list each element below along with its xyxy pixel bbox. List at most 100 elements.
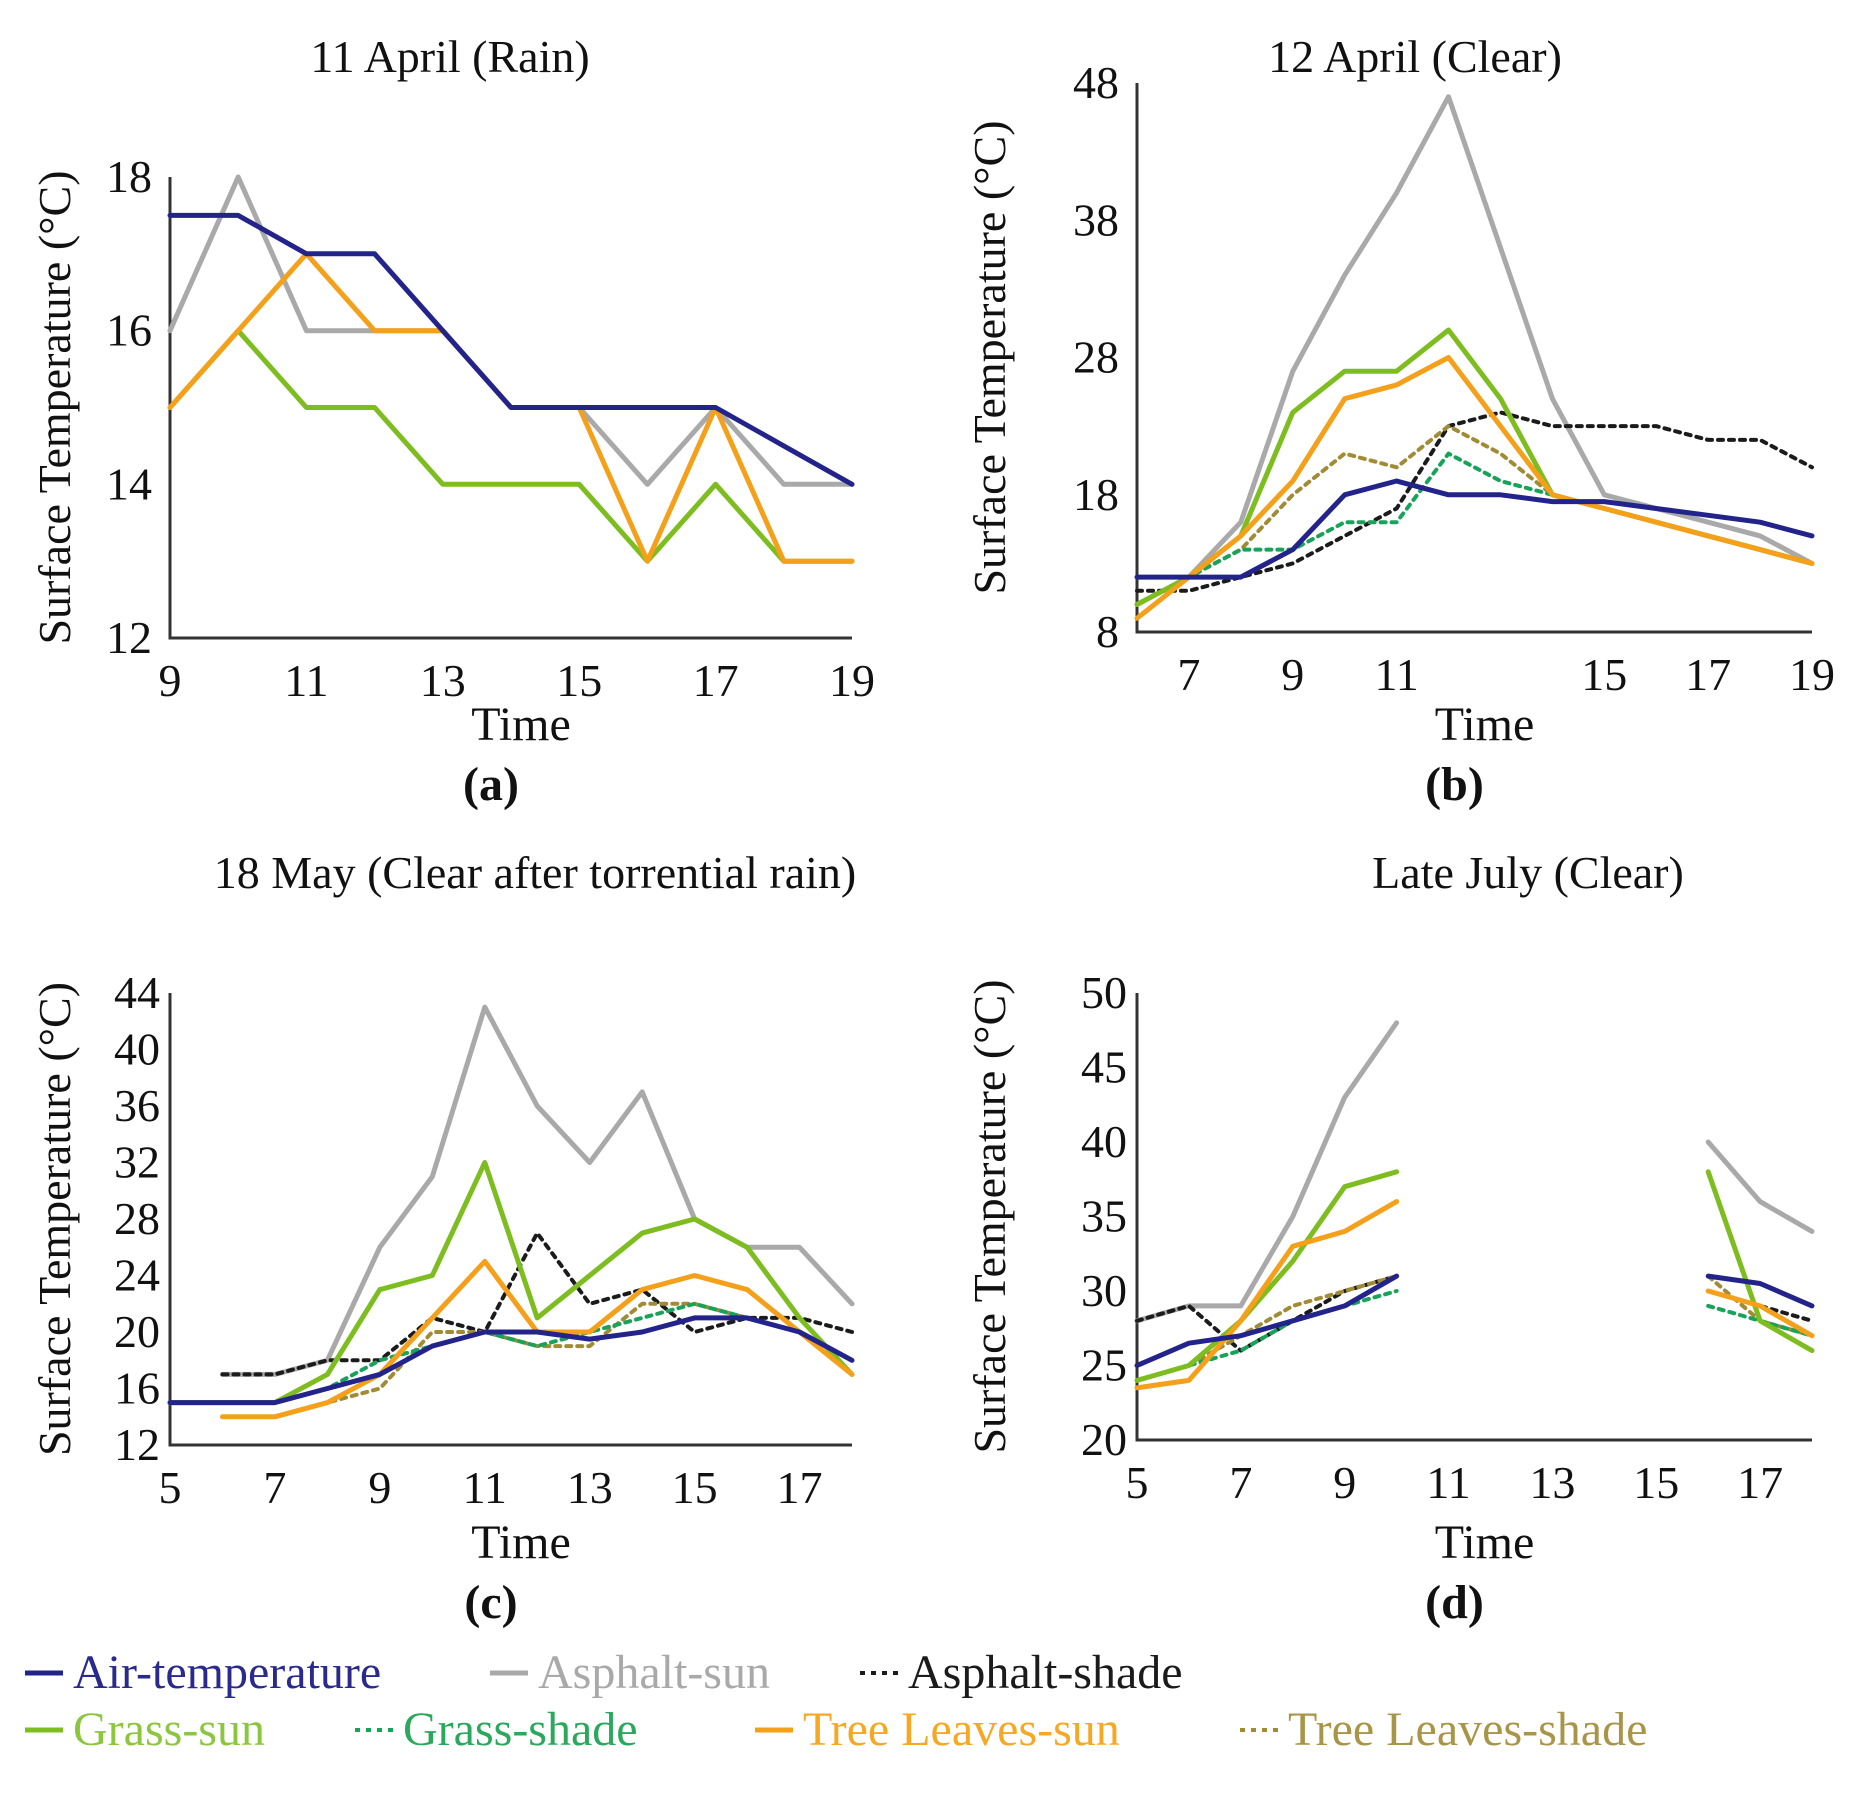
legend-label: Tree Leaves-shade bbox=[1288, 1703, 1647, 1756]
legend-item-gsun: Grass-sun bbox=[25, 1703, 265, 1756]
panel-label: (b) bbox=[1425, 758, 1484, 811]
x-tick-label: 5 bbox=[1126, 1457, 1149, 1508]
legend-label: Grass-sun bbox=[73, 1703, 265, 1756]
y-tick-label: 28 bbox=[1073, 332, 1119, 383]
series-line-asun bbox=[167, 174, 855, 487]
series-line-air bbox=[1134, 1273, 1400, 1368]
legend-item-gshade: Grass-shade bbox=[355, 1703, 638, 1756]
x-tick-label: 7 bbox=[1177, 649, 1200, 700]
series-line-gsun bbox=[1705, 1169, 1815, 1354]
x-tick-label: 17 bbox=[693, 655, 739, 706]
y-tick-label: 20 bbox=[114, 1306, 160, 1357]
axes bbox=[1135, 993, 1812, 1442]
axes bbox=[168, 993, 852, 1447]
panel-label: (a) bbox=[463, 758, 519, 811]
legend-item-ashade: Asphalt-shade bbox=[860, 1646, 1183, 1699]
series-line-air bbox=[167, 1315, 855, 1406]
legend-label: Asphalt-shade bbox=[908, 1646, 1183, 1699]
x-tick-label: 9 bbox=[368, 1462, 391, 1513]
legend-item-tsun: Tree Leaves-sun bbox=[755, 1703, 1120, 1756]
x-tick-label: 15 bbox=[556, 655, 602, 706]
legend-label: Tree Leaves-sun bbox=[803, 1703, 1120, 1756]
y-axis-label: Surface Temperature (°C) bbox=[964, 120, 1015, 594]
y-tick-label: 18 bbox=[1073, 469, 1119, 520]
y-tick-label: 12 bbox=[114, 1419, 160, 1470]
x-tick-label: 17 bbox=[777, 1462, 823, 1513]
series-line-air bbox=[1705, 1273, 1815, 1309]
panel-label: (c) bbox=[464, 1576, 517, 1629]
chart-panel-d: Late July (Clear) 20 25 30 35 40 45 50 5 7 9 11 13 15… bbox=[964, 847, 1815, 1629]
series-line-tshade bbox=[1135, 424, 1814, 607]
x-tick-label: 9 bbox=[1333, 1457, 1356, 1508]
y-tick-label: 16 bbox=[106, 305, 152, 356]
series-line-ashade bbox=[220, 1231, 854, 1377]
x-tick-label: 11 bbox=[463, 1462, 507, 1513]
x-tick-label: 7 bbox=[1229, 1457, 1252, 1508]
y-tick-label: 12 bbox=[106, 612, 152, 663]
x-tick-label: 15 bbox=[1581, 649, 1627, 700]
y-tick-label: 25 bbox=[1081, 1340, 1127, 1391]
chart-title: 18 May (Clear after torrential rain) bbox=[214, 847, 856, 898]
chart-panel-a: 11 April (Rain) 12 14 16 18 9 11 13 15 17 19 Surfac… bbox=[29, 31, 875, 811]
y-axis-label: Surface Temperature (°C) bbox=[29, 982, 80, 1456]
y-tick-label: 32 bbox=[114, 1137, 160, 1188]
x-tick-label: 7 bbox=[263, 1462, 286, 1513]
y-tick-label: 28 bbox=[114, 1193, 160, 1244]
y-tick-label: 20 bbox=[1081, 1414, 1127, 1465]
series-line-tsun bbox=[1705, 1288, 1815, 1339]
x-tick-label: 17 bbox=[1685, 649, 1731, 700]
x-tick-label: 17 bbox=[1737, 1457, 1783, 1508]
x-tick-label: 9 bbox=[1281, 649, 1304, 700]
x-tick-label: 11 bbox=[1426, 1457, 1470, 1508]
series-line-air bbox=[167, 212, 855, 487]
x-tick-label: 15 bbox=[1633, 1457, 1679, 1508]
y-tick-label: 16 bbox=[114, 1363, 160, 1414]
series-line-asun bbox=[1705, 1139, 1815, 1234]
x-tick-label: 13 bbox=[420, 655, 466, 706]
chart-title: 11 April (Rain) bbox=[310, 31, 589, 82]
series-line-air bbox=[1134, 478, 1815, 580]
x-tick-label: 13 bbox=[1529, 1457, 1575, 1508]
legend-label: Asphalt-sun bbox=[538, 1646, 770, 1699]
x-tick-label: 9 bbox=[159, 655, 182, 706]
legend-label: Grass-shade bbox=[403, 1703, 638, 1756]
y-tick-label: 24 bbox=[114, 1250, 160, 1301]
y-tick-label: 40 bbox=[114, 1024, 160, 1075]
series-line-asun bbox=[1134, 94, 1815, 607]
series-line-tsun bbox=[1134, 355, 1815, 621]
legend-label: Air-temperature bbox=[73, 1646, 381, 1699]
y-tick-label: 48 bbox=[1073, 57, 1119, 108]
x-tick-label: 5 bbox=[159, 1462, 182, 1513]
x-tick-label: 19 bbox=[829, 655, 875, 706]
x-axis-label: Time bbox=[1435, 698, 1535, 751]
y-tick-label: 8 bbox=[1096, 606, 1119, 657]
panel-label: (d) bbox=[1425, 1576, 1484, 1629]
chart-title: 12 April (Clear) bbox=[1268, 31, 1562, 82]
x-tick-label: 15 bbox=[672, 1462, 718, 1513]
y-tick-label: 50 bbox=[1081, 967, 1127, 1018]
axes bbox=[1135, 83, 1812, 634]
y-tick-label: 44 bbox=[114, 967, 160, 1018]
x-tick-label: 19 bbox=[1789, 649, 1835, 700]
x-axis-label: Time bbox=[471, 698, 571, 751]
x-tick-label: 11 bbox=[284, 655, 328, 706]
y-tick-label: 40 bbox=[1081, 1116, 1127, 1167]
series-line-tsun bbox=[1134, 1199, 1400, 1391]
y-axis-label: Surface Temperature (°C) bbox=[964, 979, 1015, 1453]
y-tick-label: 38 bbox=[1073, 194, 1119, 245]
series-line-asun bbox=[1134, 1020, 1400, 1324]
y-tick-label: 30 bbox=[1081, 1265, 1127, 1316]
y-axis-label: Surface Temperature (°C) bbox=[29, 170, 80, 644]
y-tick-label: 45 bbox=[1081, 1042, 1127, 1093]
chart-title: Late July (Clear) bbox=[1372, 847, 1684, 898]
y-tick-label: 18 bbox=[106, 151, 152, 202]
x-tick-label: 13 bbox=[567, 1462, 613, 1513]
x-axis-label: Time bbox=[471, 1516, 571, 1569]
legend-item-air: Air-temperature bbox=[25, 1646, 381, 1699]
y-tick-label: 14 bbox=[106, 458, 152, 509]
y-tick-label: 36 bbox=[114, 1080, 160, 1131]
x-tick-label: 11 bbox=[1374, 649, 1418, 700]
chart-panel-b: 12 April (Clear) 8 18 28 38 48 7 9 11 15 17 19 Surfa… bbox=[964, 31, 1835, 811]
legend-item-asun: Asphalt-sun bbox=[490, 1646, 770, 1699]
